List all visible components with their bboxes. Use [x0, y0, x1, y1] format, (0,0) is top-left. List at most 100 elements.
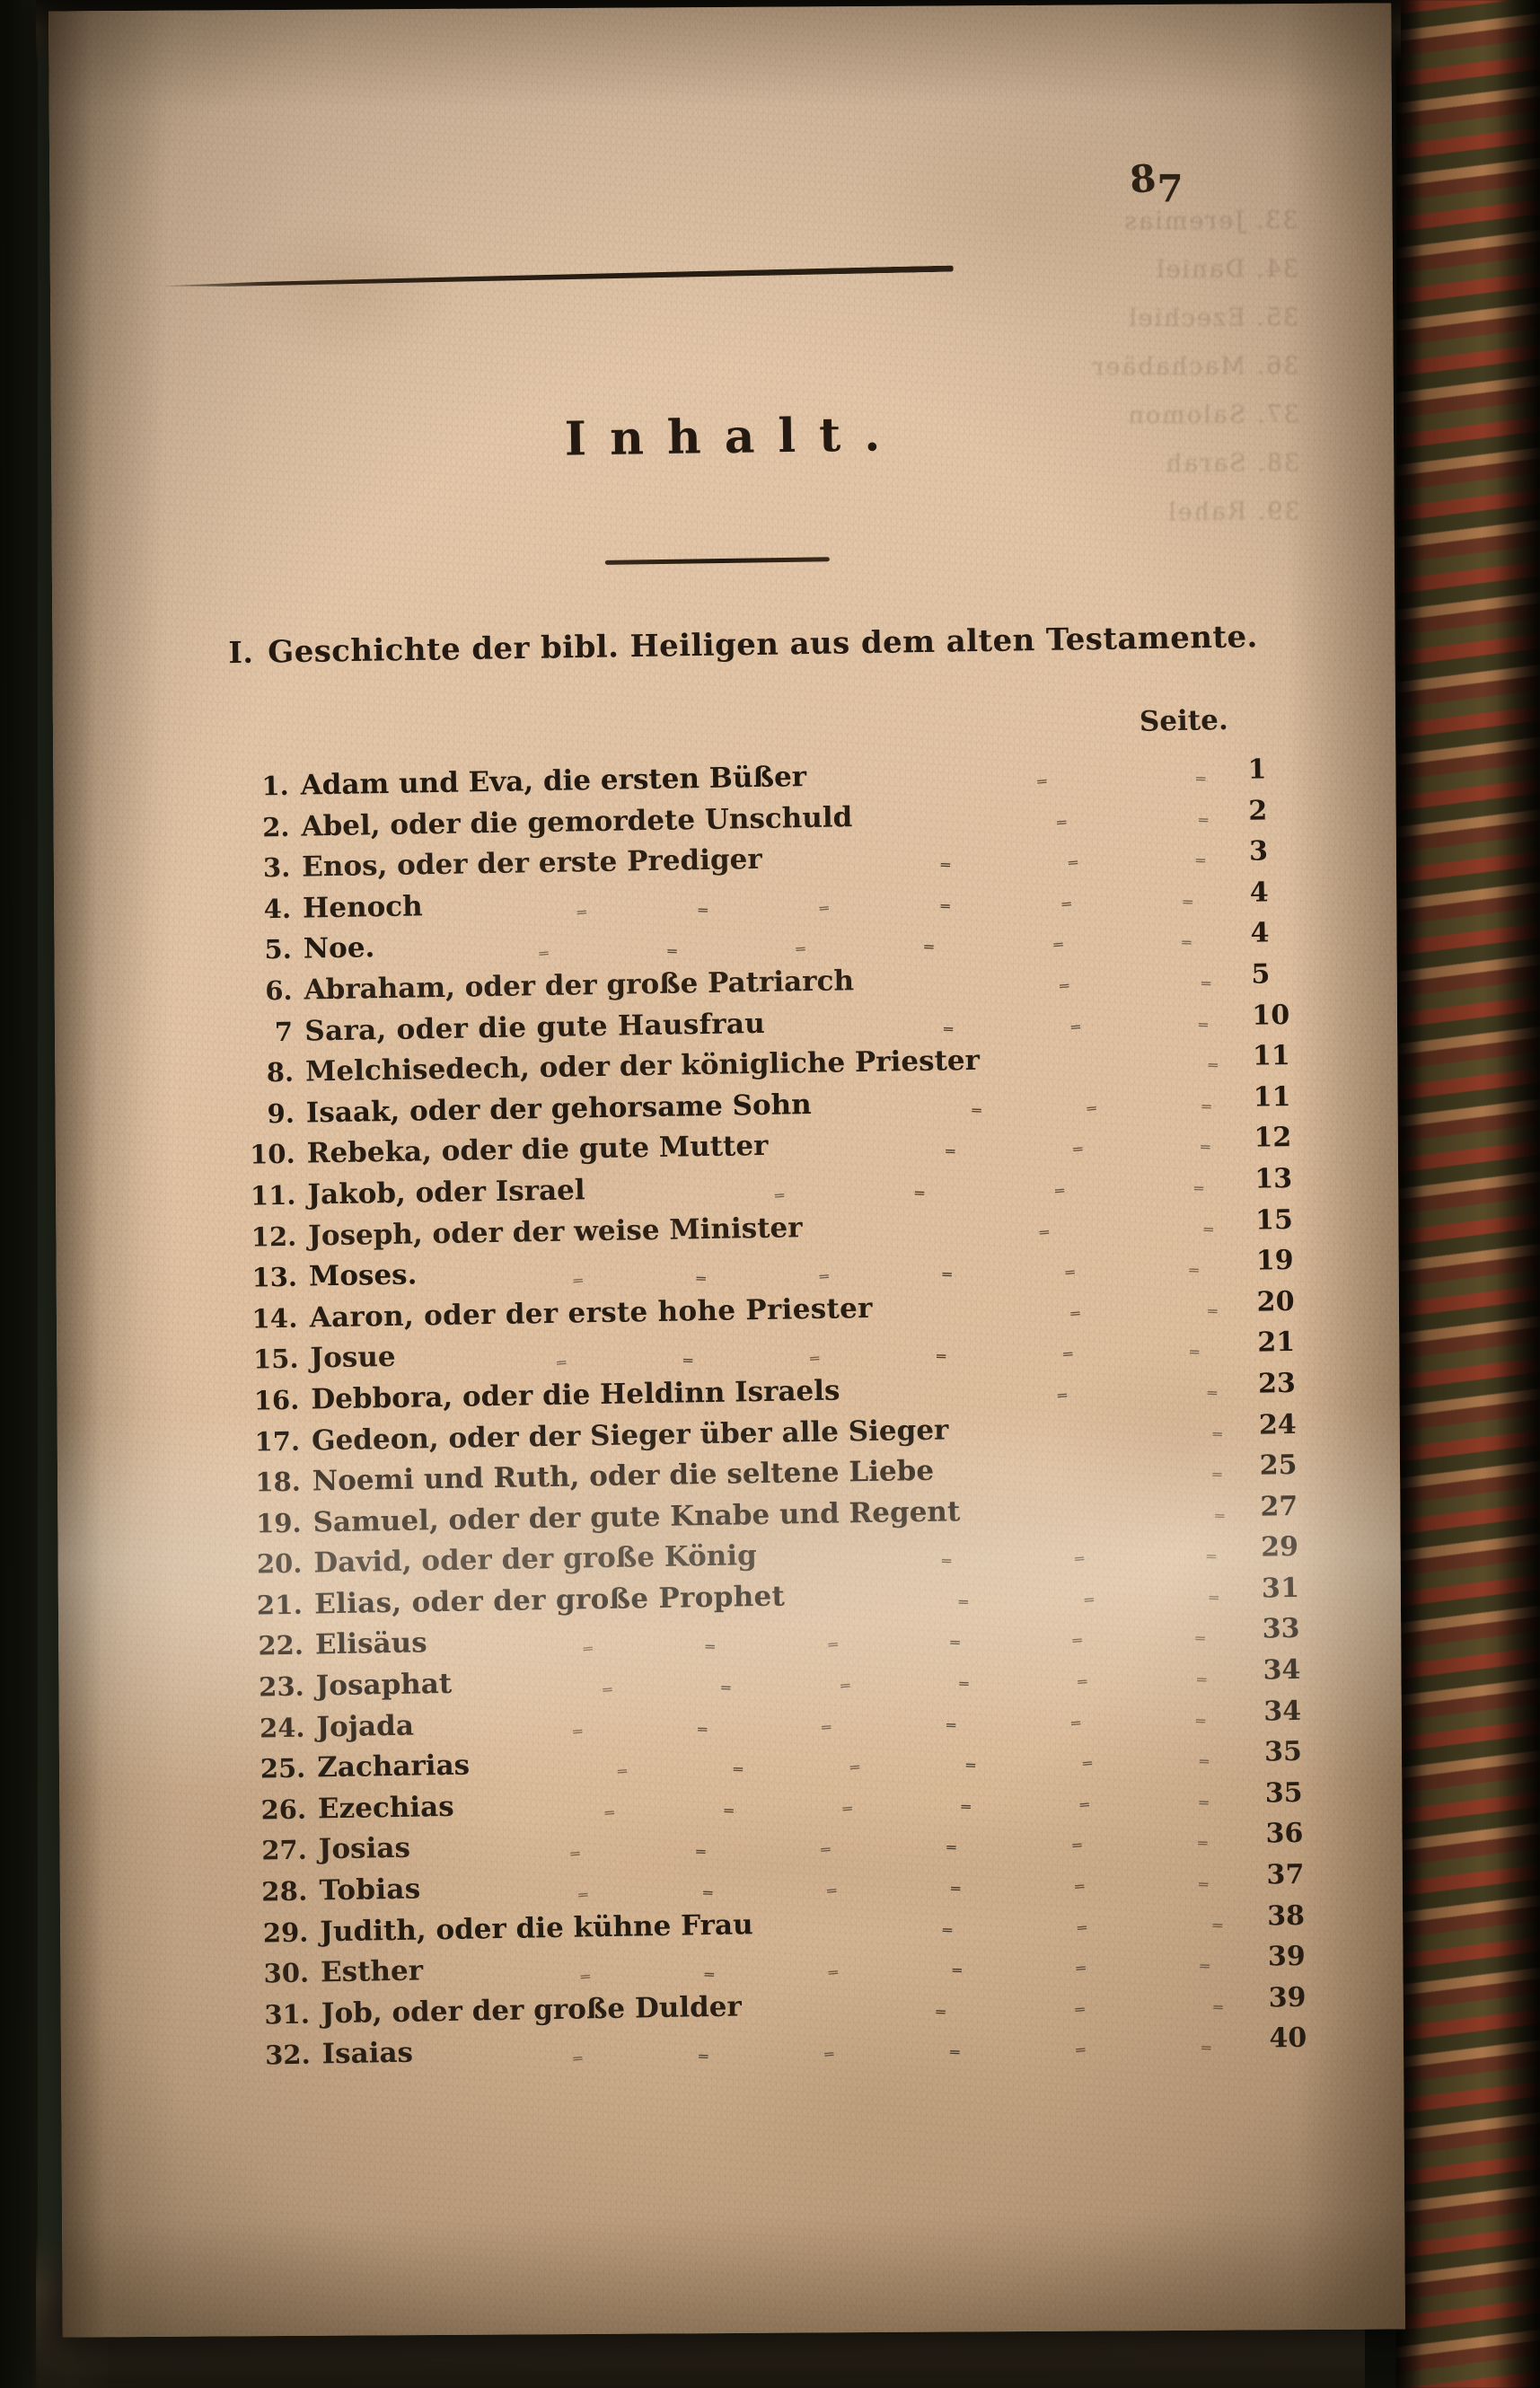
toc-entry-title: Zacharias	[316, 1749, 471, 1784]
leader-mark: =	[1074, 1961, 1088, 1976]
leader-mark: =	[576, 1888, 591, 1902]
toc-leader-marks: = =	[846, 1387, 1237, 1402]
toc-leader-marks: = = =	[770, 1018, 1230, 1035]
toc-leader-marks: = =	[858, 814, 1227, 829]
leader-mark: =	[1076, 1675, 1090, 1688]
toc-entry-page-number: 11	[1252, 1040, 1291, 1072]
page-column-header: Seite.	[1139, 703, 1229, 738]
toc-entry-number: 7	[274, 1016, 294, 1047]
toc-leader-marks: = = = = = =	[418, 2042, 1248, 2066]
toc-entry-page-number: 24	[1258, 1408, 1297, 1441]
leader-mark: =	[1200, 977, 1213, 991]
leader-mark: =	[1075, 1920, 1089, 1934]
toc-leader-marks: = = =	[762, 1550, 1240, 1567]
toc-entry-number: 16.	[253, 1384, 300, 1416]
leader-mark: =	[1078, 1797, 1092, 1811]
toc-entry-page-number: 34	[1263, 1695, 1302, 1728]
toc-entry-title: Jojada	[316, 1709, 415, 1744]
leader-mark: =	[826, 1966, 840, 1979]
leader-mark: =	[1197, 1018, 1210, 1031]
leader-mark: =	[1084, 1101, 1098, 1115]
leader-mark: =	[1210, 1427, 1224, 1441]
leader-mark: =	[940, 1268, 955, 1282]
leader-mark: =	[1055, 1388, 1069, 1403]
toc-entry-title: Isaias	[321, 2037, 414, 2071]
toc-entry-number: 21.	[256, 1589, 304, 1621]
toc-entry-title: Ezechias	[317, 1790, 454, 1826]
leader-mark: =	[1186, 1264, 1201, 1277]
toc-leader-marks: = = = = = =	[428, 895, 1228, 919]
leader-mark: =	[1070, 1634, 1085, 1648]
toc-leader-marks: = = = = = =	[380, 937, 1228, 960]
leader-mark: =	[1054, 815, 1069, 829]
toc-entry-number: 28.	[260, 1875, 308, 1908]
toc-entry-page-number: 19	[1255, 1245, 1294, 1277]
leader-mark: =	[570, 1724, 585, 1739]
leader-mark: =	[1193, 854, 1208, 868]
toc-entry-title: Jakob, oder Israel	[307, 1174, 585, 1212]
leader-mark: =	[1066, 856, 1080, 870]
showthrough-line: 39. Rahel	[1166, 498, 1300, 526]
leader-mark: =	[1197, 1796, 1210, 1810]
toc-entry-page-number: 40	[1269, 2022, 1307, 2055]
toc-entry-number: 22.	[258, 1630, 304, 1661]
leader-mark: =	[1181, 895, 1194, 909]
leader-mark: =	[1069, 1715, 1083, 1730]
leader-mark: =	[817, 901, 832, 915]
toc-entry-page-number: 12	[1254, 1122, 1292, 1155]
leader-mark: =	[703, 1640, 717, 1653]
toc-entry-title: Judith, oder die kühne Frau	[320, 1908, 753, 1949]
leader-mark: =	[944, 1145, 957, 1159]
printed-content: 33. Jeremias 34. Daniel 35. Ezechiel 36. Ma…	[48, 3, 1405, 2338]
toc-leader-marks: = = = = = =	[419, 1714, 1242, 1739]
leader-mark: =	[794, 942, 808, 956]
leader-mark: =	[1051, 938, 1065, 952]
toc-leader-marks: =	[939, 1468, 1238, 1481]
toc-entry-number: 30.	[263, 1957, 310, 1989]
leader-mark: =	[580, 1642, 594, 1656]
toc-entry-page-number: 13	[1254, 1162, 1293, 1195]
table-of-contents: 1. Adam und Eva, die ersten Büßer = = 1 2. Abe…	[222, 752, 1340, 2080]
toc-entry-title: David, oder der große König	[313, 1539, 758, 1580]
leader-mark: =	[719, 1681, 734, 1695]
toc-leader-marks: =	[954, 1427, 1237, 1440]
leader-mark: =	[945, 1718, 958, 1732]
leader-mark: =	[945, 1841, 958, 1855]
toc-entry-page-number: 11	[1253, 1080, 1291, 1114]
leader-mark: =	[1205, 1550, 1219, 1564]
toc-entry-number: 23.	[258, 1670, 304, 1703]
leader-mark: =	[1072, 1880, 1087, 1893]
section-heading-number: I.	[228, 634, 254, 671]
toc-entry-number: 18.	[255, 1466, 302, 1498]
leader-mark: =	[1206, 1059, 1219, 1072]
toc-leader-marks: = =	[859, 977, 1229, 992]
toc-leader-marks: = = =	[790, 1591, 1240, 1608]
toc-entry-number: 10.	[249, 1139, 295, 1170]
toc-entry-page-number: 35	[1264, 1776, 1303, 1810]
leader-mark: =	[1052, 1184, 1067, 1198]
leader-mark: =	[1194, 1673, 1209, 1687]
leader-mark: =	[1200, 1099, 1213, 1113]
leader-mark: =	[1060, 1347, 1075, 1361]
toc-entry-number: 8.	[266, 1056, 295, 1088]
leader-mark: =	[1081, 1592, 1096, 1607]
toc-leader-marks: = = =	[774, 1141, 1233, 1159]
toc-entry-title: Job, oder der große Dulder	[321, 1990, 743, 2031]
paper-leaf: 33. Jeremias 34. Daniel 35. Ezechiel 36. Ma…	[48, 3, 1405, 2338]
leader-mark: =	[772, 1188, 787, 1203]
leader-mark: =	[1210, 1918, 1225, 1932]
leader-mark: =	[571, 1273, 585, 1288]
toc-leader-marks: = = = = = =	[460, 1796, 1244, 1820]
leader-mark: =	[1037, 1225, 1052, 1238]
toc-leader-marks: = = = = = =	[401, 1346, 1236, 1370]
toc-entry-page-number: 36	[1265, 1818, 1304, 1850]
toc-entry-page-number: 25	[1259, 1450, 1298, 1482]
toc-entry-title: Josue	[310, 1341, 396, 1375]
page-title: Inhalt.	[564, 407, 904, 467]
leader-mark: =	[1180, 936, 1193, 949]
verso-showthrough: 33. Jeremias 34. Daniel 35. Ezechiel 36. Ma…	[184, 197, 1299, 543]
leader-mark: =	[957, 1677, 971, 1690]
toc-leader-marks: = = =	[747, 2001, 1247, 2018]
leader-mark: =	[934, 1350, 948, 1363]
leader-mark: =	[1193, 1632, 1207, 1645]
